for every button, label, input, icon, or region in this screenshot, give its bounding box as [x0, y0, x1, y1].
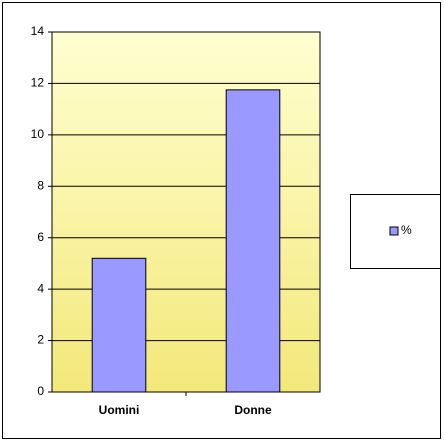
y-tick-label: 0	[37, 384, 44, 398]
bar	[91, 257, 147, 393]
y-tick-label: 10	[31, 127, 45, 141]
x-tick-label: Uomini	[99, 403, 140, 417]
y-tick-label: 6	[37, 230, 44, 244]
legend-label: %	[401, 223, 412, 237]
y-tick-label: 2	[37, 333, 44, 347]
bar	[225, 89, 281, 393]
legend-swatch	[389, 226, 399, 236]
x-tick-label: Donne	[234, 403, 272, 417]
y-tick-label: 12	[31, 76, 45, 90]
y-tick-label: 8	[37, 178, 44, 192]
y-tick-label: 14	[31, 24, 45, 38]
y-tick-label: 4	[37, 281, 44, 295]
